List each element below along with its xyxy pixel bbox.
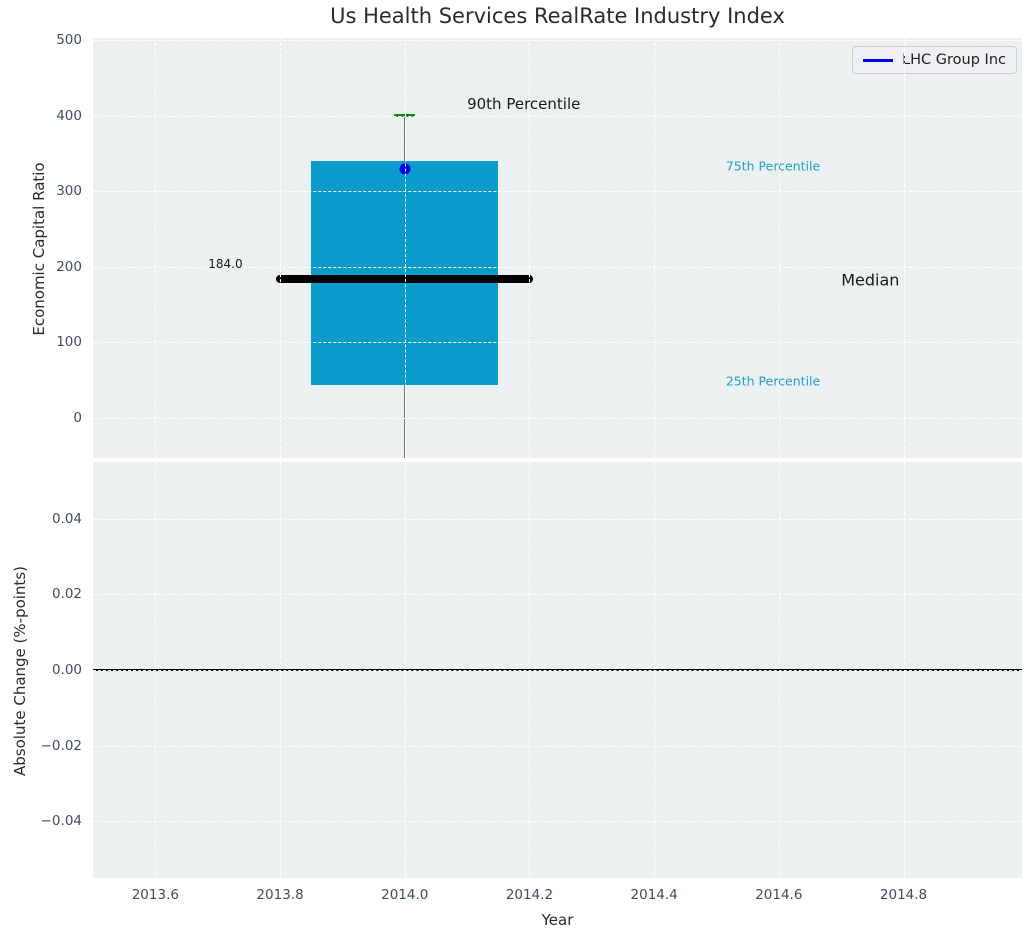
y-tick-label: 400: [56, 107, 82, 124]
annotation-75th-percentile: 75th Percentile: [725, 158, 821, 174]
gridline-horizontal: [93, 670, 1022, 671]
gridline-horizontal: [93, 115, 1022, 117]
y-tick-label: −0.04: [40, 813, 82, 830]
x-tick-label: 2014.2: [505, 887, 554, 903]
x-axis-label: Year: [541, 911, 574, 929]
gridline-horizontal: [93, 821, 1022, 823]
chart-title: Us Health Services RealRate Industry Ind…: [330, 4, 785, 28]
y-tick-label: 200: [56, 258, 82, 275]
y-tick-label: 500: [56, 32, 82, 49]
y-tick-label: 0: [73, 409, 82, 426]
gridline-vertical: [654, 38, 656, 458]
gridline-horizontal: [93, 40, 1022, 42]
y-tick-label: 100: [56, 334, 82, 351]
gridline-vertical: [155, 38, 157, 458]
gridline-horizontal: [93, 266, 1022, 268]
gridline-horizontal: [93, 417, 1022, 419]
annotation-25th-percentile: 25th Percentile: [725, 373, 821, 389]
gridline-vertical: [903, 38, 905, 458]
bottom-axes: [93, 462, 1022, 878]
y-tick-label: 300: [56, 183, 82, 200]
gridline-horizontal: [93, 342, 1022, 344]
x-tick-label: 2013.6: [131, 887, 179, 903]
x-tick-label: 2014.0: [381, 887, 429, 903]
y-tick-label: 0.02: [51, 586, 82, 603]
gridline-horizontal: [93, 518, 1022, 520]
x-tick-label: 2014.8: [879, 887, 928, 903]
gridline-horizontal: [93, 745, 1022, 747]
x-tick-label: 2014.4: [630, 887, 678, 903]
legend-label: LHC Group Inc: [902, 52, 1006, 68]
x-tick-label: 2013.8: [256, 887, 304, 903]
top-y-axis-label: Economic Capital Ratio: [30, 162, 48, 336]
x-tick-label: 2014.6: [755, 887, 803, 903]
gridline-vertical: [778, 38, 780, 458]
annotation-median: Median: [841, 270, 900, 290]
gridline-vertical: [280, 38, 282, 458]
gridline-horizontal: [93, 191, 1022, 193]
gridline-vertical: [529, 38, 531, 458]
legend: LHC Group Inc: [852, 46, 1017, 74]
y-tick-label: 0.04: [51, 510, 82, 527]
y-tick-label: 0.00: [51, 662, 82, 678]
y-tick-label: −0.02: [40, 737, 82, 754]
legend-line-sample: [863, 58, 894, 62]
top-axes: LHC Group Inc 90th Percentile 75th Percen…: [93, 38, 1022, 458]
annotation-90th-percentile: 90th Percentile: [467, 95, 581, 114]
annotation-184-0: 184.0: [208, 256, 243, 271]
gridline-vertical: [404, 38, 406, 458]
gridline-horizontal: [93, 594, 1022, 596]
